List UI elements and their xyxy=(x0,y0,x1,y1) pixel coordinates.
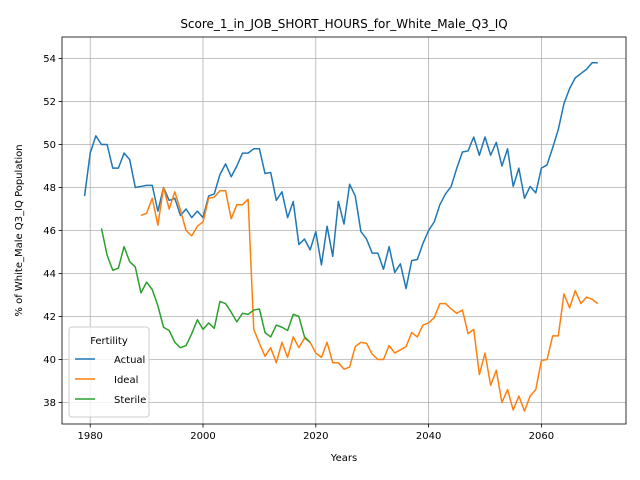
legend-label-sterile: Sterile xyxy=(114,395,146,406)
x-tick-label: 2060 xyxy=(529,431,554,442)
series-line-ideal xyxy=(140,186,599,412)
y-tick-label: 44 xyxy=(43,269,56,280)
legend-label-ideal: Ideal xyxy=(114,375,138,386)
x-axis-ticks: 1980 2000 2020 2040 2060 xyxy=(77,424,554,442)
legend: Fertility Actual Ideal Sterile xyxy=(68,326,150,418)
series-line-actual xyxy=(83,62,598,290)
legend-title: Fertility xyxy=(90,336,128,347)
legend-label-actual: Actual xyxy=(114,355,145,366)
y-tick-label: 54 xyxy=(43,54,56,65)
x-tick-label: 2020 xyxy=(303,431,328,442)
y-tick-label: 42 xyxy=(43,312,56,323)
y-tick-label: 48 xyxy=(43,183,56,194)
x-tick-label: 2040 xyxy=(416,431,441,442)
x-tick-label: 1980 xyxy=(77,431,102,442)
y-tick-label: 38 xyxy=(43,398,56,409)
chart-title: Score_1_in_JOB_SHORT_HOURS_for_White_Mal… xyxy=(180,17,507,31)
series-lines xyxy=(83,62,599,412)
x-axis-label: Years xyxy=(330,453,357,464)
y-tick-label: 52 xyxy=(43,97,56,108)
legend-items: Actual Ideal Sterile xyxy=(75,355,146,406)
y-axis-label: % of White_Male Q3_IQ Population xyxy=(14,144,25,316)
legend-box xyxy=(68,326,150,418)
y-tick-label: 40 xyxy=(43,355,56,366)
y-tick-label: 50 xyxy=(43,140,56,151)
series-line-sterile xyxy=(100,228,311,349)
y-axis-ticks: 38 40 42 44 46 48 50 52 54 xyxy=(43,54,62,409)
y-tick-label: 46 xyxy=(43,226,56,237)
x-tick-label: 2000 xyxy=(190,431,215,442)
